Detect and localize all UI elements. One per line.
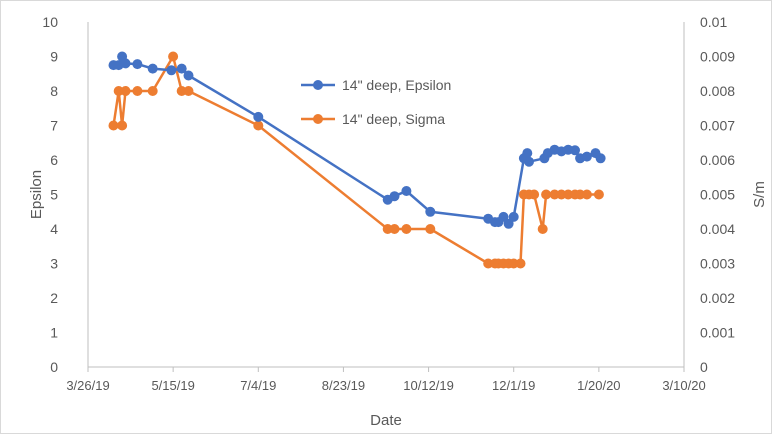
x-tick-label: 8/23/19 (322, 378, 365, 393)
data-point (529, 189, 540, 200)
data-point (425, 224, 436, 234)
y-left-tick-label: 9 (50, 49, 58, 65)
data-point (425, 206, 436, 217)
data-point (570, 145, 580, 156)
x-tick-label: 5/15/19 (151, 378, 194, 393)
y-right-tick-label: 0.001 (700, 325, 735, 341)
data-point (253, 111, 264, 122)
y-right-tick-label: 0.004 (700, 221, 735, 237)
data-point (147, 86, 158, 96)
y-right-tick-label: 0.007 (700, 118, 735, 134)
legend-swatch-marker (313, 114, 323, 124)
data-point (389, 224, 400, 234)
y-axis-left-title: Epsilon (28, 170, 45, 219)
data-point (498, 211, 509, 222)
data-point (593, 189, 604, 200)
data-point (581, 189, 592, 200)
y-right-tick-label: 0.006 (700, 152, 735, 168)
y-right-tick-label: 0.008 (700, 83, 735, 99)
x-axis-title: Date (370, 412, 402, 429)
x-tick-label: 12/1/19 (492, 378, 535, 393)
y-right-tick-label: 0.002 (700, 290, 735, 306)
x-tick-label: 10/12/19 (403, 378, 454, 393)
data-point (117, 120, 128, 131)
legend-swatch-marker (313, 80, 323, 90)
data-point (595, 153, 606, 164)
data-point (401, 186, 412, 196)
y-left-tick-label: 1 (50, 325, 58, 341)
y-left-tick-label: 4 (50, 221, 58, 237)
data-point (541, 189, 552, 200)
series-epsilon (108, 51, 606, 229)
y-right-tick-label: 0 (700, 359, 708, 375)
data-point (168, 51, 179, 62)
data-point (503, 218, 514, 229)
y-left-tick-label: 0 (50, 359, 58, 375)
data-point (108, 120, 119, 131)
legend-label: 14" deep, Sigma (342, 111, 445, 127)
data-point (183, 70, 194, 81)
data-point (120, 58, 131, 69)
x-tick-label: 3/26/19 (66, 378, 109, 393)
data-point (183, 86, 194, 96)
data-point (120, 86, 131, 96)
data-point (166, 65, 177, 76)
data-point (389, 191, 400, 202)
y-axis-right-title: S/m (751, 181, 768, 208)
x-tick-label: 1/20/20 (577, 378, 620, 393)
y-right-tick-label: 0.005 (700, 187, 735, 203)
data-point (132, 59, 143, 70)
data-point (508, 211, 519, 222)
data-point (537, 224, 548, 234)
data-point (524, 156, 534, 167)
y-left-tick-label: 5 (50, 187, 58, 203)
y-right-tick-label: 0.009 (700, 49, 735, 65)
legend-label: 14" deep, Epsilon (342, 77, 451, 93)
y-left-tick-label: 10 (42, 14, 58, 30)
series-sigma (108, 51, 604, 269)
y-right-tick-label: 0.01 (700, 14, 727, 30)
data-point (522, 148, 533, 159)
y-left-tick-label: 2 (50, 290, 58, 306)
y-right-tick-label: 0.003 (700, 256, 735, 272)
axes-layer (87, 22, 685, 372)
data-point (147, 63, 158, 74)
data-point (176, 63, 187, 74)
tick-labels-layer: 3/26/19 5/15/19 7/4/19 8/23/19 10/12/19 12/1/… (42, 14, 735, 393)
y-left-tick-label: 8 (50, 83, 58, 99)
data-point (132, 86, 143, 96)
data-point (581, 151, 592, 162)
series-layer (108, 51, 606, 269)
y-left-tick-label: 6 (50, 152, 58, 168)
x-tick-label: 7/4/19 (240, 378, 276, 393)
legend: 14" deep, Epsilon 14" deep, Sigma (301, 77, 451, 127)
data-point (515, 258, 526, 269)
data-point (253, 120, 264, 131)
data-point (401, 224, 412, 234)
y-left-tick-label: 7 (50, 118, 58, 134)
y-left-tick-label: 3 (50, 256, 58, 272)
x-tick-label: 3/10/20 (662, 378, 705, 393)
